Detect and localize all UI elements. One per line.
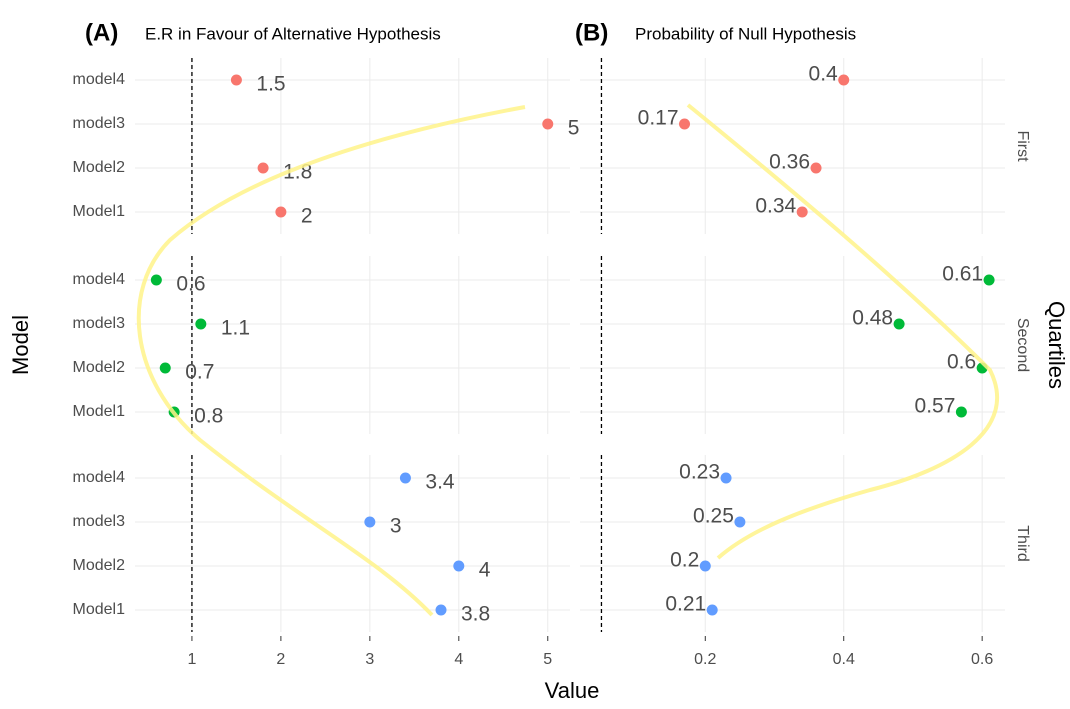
y-tick-label: model3 [73, 315, 126, 332]
panel-tag: (B) [575, 19, 608, 46]
y-tick-label: Model2 [73, 557, 126, 574]
data-label: 0.34 [755, 195, 796, 218]
point [159, 362, 171, 374]
data-label: 0.21 [665, 593, 706, 616]
point [195, 318, 207, 330]
panel-title: Probability of Null Hypothesis [635, 24, 856, 43]
point [453, 560, 465, 572]
x-tick-label: 2 [276, 651, 285, 668]
point [706, 604, 718, 616]
point [734, 516, 746, 528]
x-tick-label: 5 [543, 651, 552, 668]
data-label: 0.23 [679, 461, 720, 484]
x-tick-label: 1 [187, 651, 196, 668]
strip-label: Third [1014, 525, 1031, 561]
y-tick-label: Model2 [73, 359, 126, 376]
data-label: 0.57 [915, 395, 956, 418]
y-tick-label: model3 [73, 513, 126, 530]
point [275, 206, 287, 218]
data-label: 0.8 [194, 405, 223, 428]
point [838, 74, 850, 86]
data-label: 0.61 [942, 263, 983, 286]
x-tick-label: 0.2 [694, 651, 716, 668]
data-label: 5 [568, 117, 580, 140]
point [796, 206, 808, 218]
panels: (A) E.R in Favour of Alternative Hypothes… [73, 19, 1031, 668]
facet-label: Quartiles [1044, 301, 1069, 389]
data-label: 3 [390, 515, 402, 538]
panel-title: E.R in Favour of Alternative Hypothesis [145, 24, 441, 43]
y-tick-label: model4 [73, 469, 126, 486]
data-label: 4 [479, 559, 491, 582]
x-tick-label: 0.4 [833, 651, 855, 668]
strip-label: Second [1014, 318, 1031, 372]
data-label: 0.4 [809, 63, 839, 86]
y-tick-label: Model1 [73, 203, 126, 220]
point [150, 274, 162, 286]
data-label: 0.48 [852, 307, 893, 330]
point [893, 318, 905, 330]
data-label: 0.2 [670, 549, 699, 572]
point [720, 472, 732, 484]
point [435, 604, 447, 616]
point [399, 472, 411, 484]
point [542, 118, 554, 130]
data-label: 0.25 [693, 505, 734, 528]
data-label: 0.7 [185, 361, 214, 384]
data-label: 3.8 [461, 603, 490, 626]
point [810, 162, 822, 174]
data-label: 0.36 [769, 151, 810, 174]
point [679, 118, 691, 130]
y-tick-label: model4 [73, 71, 126, 88]
data-label: 0.6 [176, 273, 205, 296]
y-tick-label: model3 [73, 115, 126, 132]
data-label: 3.4 [425, 471, 455, 494]
point [364, 516, 376, 528]
point [257, 162, 269, 174]
panel-tag: (A) [85, 19, 118, 46]
point [983, 274, 995, 286]
x-tick-label: 4 [454, 651, 463, 668]
x-tick-label: 0.6 [971, 651, 993, 668]
data-label: 0.17 [638, 107, 679, 130]
y-axis-label: Model [8, 315, 33, 375]
y-tick-label: Model1 [73, 403, 126, 420]
point [699, 560, 711, 572]
y-tick-label: model4 [73, 271, 126, 288]
annotation-curve [136, 103, 999, 617]
data-label: 0.6 [947, 351, 976, 374]
x-tick-label: 3 [365, 651, 374, 668]
point [955, 406, 967, 418]
data-label: 2 [301, 205, 313, 228]
point [230, 74, 242, 86]
strip-label: First [1014, 130, 1031, 162]
data-label: 1.1 [221, 317, 250, 340]
data-label: 1.5 [256, 73, 285, 96]
y-tick-label: Model2 [73, 159, 126, 176]
y-tick-label: Model1 [73, 601, 126, 618]
x-axis-label: Value [545, 678, 600, 703]
